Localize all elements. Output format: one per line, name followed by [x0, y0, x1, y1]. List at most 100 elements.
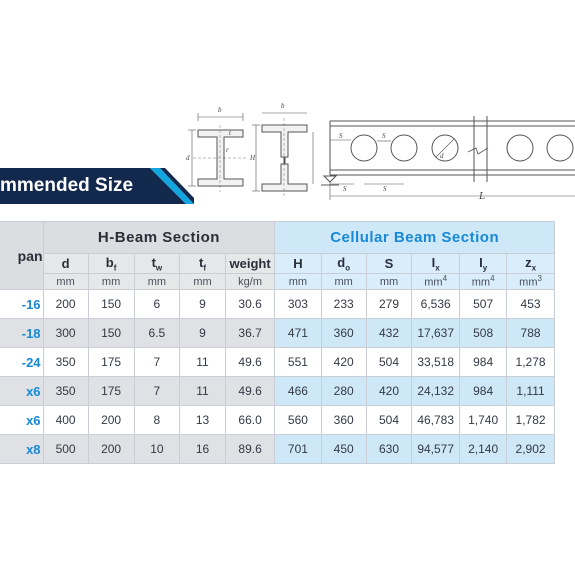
table-cell: 11 [179, 347, 226, 377]
table-cell: 9 [179, 289, 226, 319]
table-cell: 49.6 [224, 347, 276, 377]
column-header-0: d [42, 253, 89, 274]
table-cell: 504 [365, 347, 413, 377]
table-cell: 420 [320, 347, 367, 377]
table-cell: 33,518 [411, 347, 461, 377]
h-beam-section-drawing [188, 113, 246, 192]
table-cell: 560 [274, 405, 322, 435]
label-tf: t [229, 129, 232, 137]
table-cell: 10 [133, 434, 181, 464]
column-unit-6: mm [320, 273, 367, 290]
table-cell: 17,637 [411, 318, 461, 348]
table-cell: 16 [179, 434, 226, 464]
label-S1: S [343, 185, 347, 193]
cellular-beam-elevation-drawing [321, 116, 575, 200]
column-unit-5: mm [274, 273, 322, 290]
table-row: x6 350 175 7 11 49.6 466 280 420 24,132 984 1,111 [0, 376, 555, 406]
recommended-size-table: pan H-Beam Section Cellular Beam Section… [0, 221, 555, 464]
label-S: S [383, 185, 387, 193]
table-cell: 6.5 [133, 318, 181, 348]
table-cell: 6,536 [411, 289, 461, 319]
table-cell: 984 [459, 347, 508, 377]
table-cell: 508 [459, 318, 508, 348]
column-unit-1: mm [87, 273, 135, 290]
table-cell: 1,782 [506, 405, 555, 435]
span-cell: -18 [0, 318, 44, 348]
span-cell: -16 [0, 289, 44, 319]
table-cell: 89.6 [224, 434, 276, 464]
table-cell: 200 [87, 434, 135, 464]
table-cell: 233 [320, 289, 367, 319]
table-cell: 2,902 [506, 434, 555, 464]
table-cell: 466 [274, 376, 322, 406]
span-cell: x6 [0, 405, 44, 435]
table-cell: 453 [506, 289, 555, 319]
size-table-container: pan H-Beam Section Cellular Beam Section… [0, 221, 575, 465]
table-cell: 66.0 [224, 405, 276, 435]
column-unit-4: kg/m [224, 273, 276, 290]
cellular-group-header: Cellular Beam Section [274, 221, 555, 254]
table-cell: 350 [42, 376, 89, 406]
table-cell: 7 [133, 347, 181, 377]
table-cell: 13 [179, 405, 226, 435]
span-group-header: pan [0, 221, 44, 290]
column-header-9: Iy [459, 253, 508, 274]
table-cell: 432 [365, 318, 413, 348]
table-cell: 9 [179, 318, 226, 348]
span-cell: -24 [0, 347, 44, 377]
column-header-2: tw [133, 253, 181, 274]
label-bf: b [281, 102, 285, 110]
table-row: -18 300 150 6.5 9 36.7 471 360 432 17,637 508 788 [0, 318, 555, 348]
table-cell: 30.6 [224, 289, 276, 319]
table-cell: 175 [87, 347, 135, 377]
table-cell: 7 [133, 376, 181, 406]
label-Si: S [382, 132, 386, 140]
table-cell: 175 [87, 376, 135, 406]
table-cell: 200 [87, 405, 135, 435]
label-d: d [186, 154, 190, 162]
label-L: L [478, 190, 485, 202]
column-header-8: Ix [411, 253, 461, 274]
table-row: -16 200 150 6 9 30.6 303 233 279 6,536 507 453 [0, 289, 555, 319]
table-cell: 303 [274, 289, 322, 319]
table-cell: 24,132 [411, 376, 461, 406]
column-header-5: H [274, 253, 322, 274]
table-cell: 6 [133, 289, 181, 319]
h-beam-group-header: H-Beam Section [42, 221, 276, 254]
cellular-section-drawing [252, 112, 314, 197]
span-cell: x8 [0, 434, 44, 464]
table-cell: 300 [42, 318, 89, 348]
table-cell: 360 [320, 405, 367, 435]
table-row: -24 350 175 7 11 49.6 551 420 504 33,518 984 1,278 [0, 347, 555, 377]
column-unit-0: mm [42, 273, 89, 290]
table-cell: 1,111 [506, 376, 555, 406]
table-cell: 450 [320, 434, 367, 464]
column-header-1: bf [87, 253, 135, 274]
table-cell: 400 [42, 405, 89, 435]
table-cell: 504 [365, 405, 413, 435]
table-row: x8 500 200 10 16 89.6 701 450 630 94,577 2,140 2,90… [0, 434, 555, 464]
table-cell: 11 [179, 376, 226, 406]
table-cell: 630 [365, 434, 413, 464]
table-body: -16 200 150 6 9 30.6 303 233 279 6,536 507 453 -18 30… [0, 289, 555, 464]
banner-accent-stripe [0, 168, 194, 204]
table-cell: 420 [365, 376, 413, 406]
table-cell: 350 [42, 347, 89, 377]
table-cell: 1,278 [506, 347, 555, 377]
column-unit-8: mm4 [411, 273, 461, 290]
table-cell: 36.7 [224, 318, 276, 348]
column-header-10: zx [506, 253, 555, 274]
column-header-6: do [320, 253, 367, 274]
column-header-3: tf [179, 253, 226, 274]
column-header-4: weight [224, 253, 276, 274]
table-cell: 150 [87, 289, 135, 319]
column-header-7: S [365, 253, 413, 274]
table-cell: 94,577 [411, 434, 461, 464]
table-row: x6 400 200 8 13 66.0 560 360 504 46,783 1,740 1,782 [0, 405, 555, 435]
table-cell: 788 [506, 318, 555, 348]
column-unit-3: mm [179, 273, 226, 290]
table-cell: 507 [459, 289, 508, 319]
label-r: r [226, 146, 229, 154]
table-cell: 984 [459, 376, 508, 406]
